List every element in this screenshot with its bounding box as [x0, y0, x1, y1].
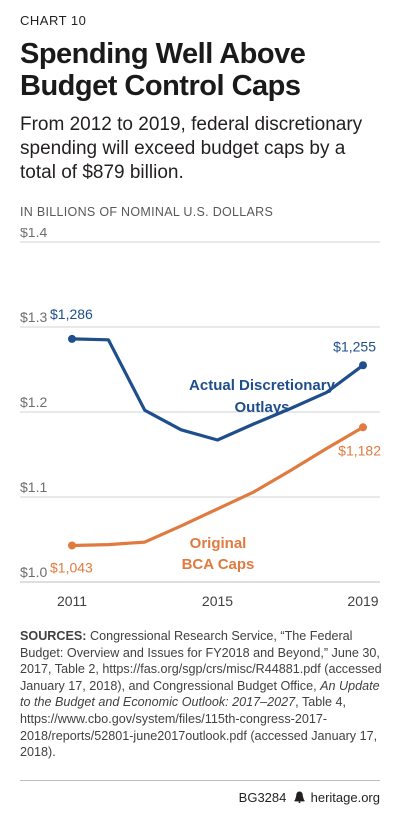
y-tick-label: $1.0 — [20, 564, 47, 580]
line-chart: $1.4 $1.3 $1.2 $1.1 $1.0 2011 2015 2019 $1,286… — [20, 228, 381, 609]
series-labels: Actual Discretionary Outlays Original BCA C… — [182, 377, 336, 573]
series-label-line: BCA Caps — [182, 556, 255, 573]
y-axis-ticks: $1.4 $1.3 $1.2 $1.1 $1.0 — [20, 228, 47, 580]
y-tick-label: $1.4 — [20, 228, 47, 240]
data-point — [359, 423, 367, 432]
chart-subtitle: From 2012 to 2019, federal discretionary… — [20, 114, 363, 183]
y-tick-label: $1.1 — [20, 479, 47, 495]
x-axis-ticks: 2011 2015 2019 — [57, 593, 379, 609]
chart-title: Spending Well Above Budget Control Caps — [20, 38, 306, 102]
sources-note: SOURCES: Congressional Research Service,… — [20, 628, 385, 761]
x-tick-label: 2011 — [57, 593, 87, 609]
series-lines — [68, 334, 367, 550]
units-label: IN BILLIONS OF NOMINAL U.S. DOLLARS — [20, 205, 274, 219]
chart-kicker: CHART 10 — [20, 13, 87, 28]
series-line — [70, 425, 365, 548]
gridlines — [20, 241, 380, 583]
x-tick-label: 2019 — [347, 593, 378, 609]
series-line — [70, 337, 365, 442]
series-label-line: Original — [190, 535, 247, 552]
sources-italic-title: An Update to the Budget and Economic Out… — [20, 678, 380, 710]
data-point — [68, 541, 76, 550]
footer: BG3284 heritage.org — [20, 780, 380, 807]
data-label: $1,286 — [50, 306, 93, 322]
sources-text-2: , Table 4, https://www.cbo.gov/system/fi… — [20, 695, 378, 760]
data-labels: $1,286 $1,255 $1,043 $1,182 — [50, 306, 381, 576]
series-label-line: Actual Discretionary — [189, 377, 336, 394]
data-label: $1,255 — [333, 338, 376, 354]
sources-text-1: Congressional Research Service, “The Fed… — [20, 629, 382, 693]
footer-credit: BG3284 heritage.org — [239, 790, 380, 805]
y-tick-label: $1.3 — [20, 309, 47, 325]
series-label-line: Outlays — [234, 399, 289, 416]
y-tick-label: $1.2 — [20, 394, 47, 410]
data-label: $1,043 — [50, 559, 93, 575]
data-point — [68, 334, 76, 343]
report-code: BG3284 — [238, 790, 287, 805]
x-tick-label: 2015 — [202, 593, 233, 609]
data-label: $1,182 — [338, 442, 381, 458]
site-name: heritage.org — [310, 790, 380, 805]
sources-label: SOURCES: — [20, 629, 87, 643]
liberty-bell-icon — [294, 791, 305, 804]
data-point — [359, 361, 367, 370]
